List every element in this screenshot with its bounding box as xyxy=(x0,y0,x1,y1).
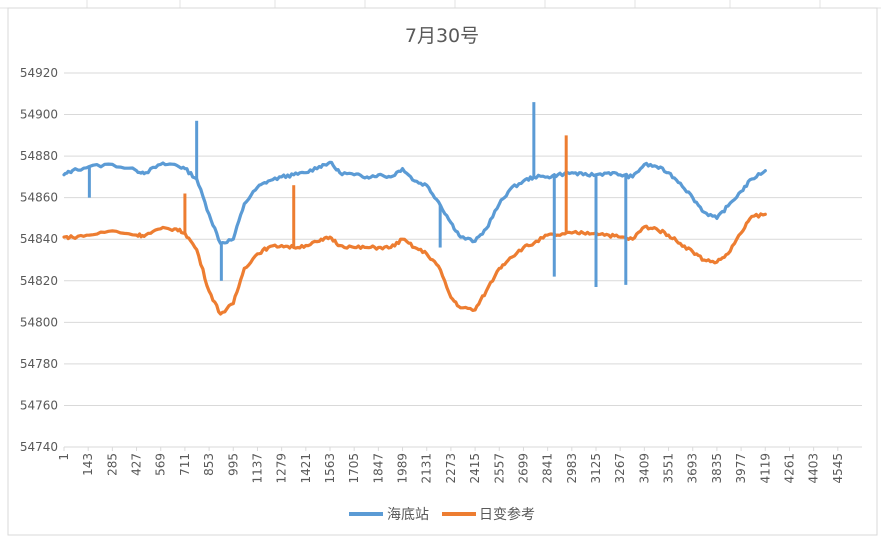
x-tick-label: 2131 xyxy=(420,453,434,484)
x-tick-label: 3551 xyxy=(662,453,676,484)
x-tick-label: 2983 xyxy=(565,453,579,484)
x-tick-label: 1563 xyxy=(323,453,337,484)
x-tick-label: 4261 xyxy=(782,453,796,484)
x-tick-label: 3693 xyxy=(686,453,700,484)
x-tick-label: 1137 xyxy=(250,453,264,484)
x-tick-label: 569 xyxy=(154,453,168,476)
x-tick-label: 4119 xyxy=(758,453,772,484)
x-tick-label: 2699 xyxy=(516,453,530,484)
x-tick-label: 1279 xyxy=(275,453,289,484)
chart-area-border xyxy=(7,7,878,536)
x-tick-label: 3267 xyxy=(613,453,627,484)
chart-title: 7月30号 xyxy=(405,25,479,47)
y-tick-label: 54900 xyxy=(20,108,58,122)
x-tick-label: 2273 xyxy=(444,453,458,484)
y-axis-labels: 54740 54760 54780 54800 54820 54840 54860 54880… xyxy=(20,66,58,454)
y-tick-label: 54760 xyxy=(20,398,58,412)
x-tick-label: 3835 xyxy=(710,453,724,484)
x-tick-label: 1705 xyxy=(347,453,361,484)
y-tick-label: 54840 xyxy=(20,232,58,246)
series-line-0 xyxy=(62,160,767,245)
y-tick-label: 54820 xyxy=(20,274,58,288)
x-tick-label: 853 xyxy=(202,453,216,476)
x-tick-label: 1 xyxy=(57,453,71,461)
y-tick-label: 54740 xyxy=(20,440,58,454)
x-tick-label: 285 xyxy=(105,453,119,476)
x-tick-label: 711 xyxy=(178,453,192,476)
x-tick-label: 3977 xyxy=(734,453,748,484)
y-tick-label: 54780 xyxy=(20,357,58,371)
y-tick-label: 54800 xyxy=(20,315,58,329)
x-tick-label: 2841 xyxy=(541,453,555,484)
x-tick-label: 4545 xyxy=(831,453,845,484)
series-line-1 xyxy=(62,212,767,316)
legend-label-series-0: 海底站 xyxy=(387,507,429,523)
x-tick-label: 995 xyxy=(226,453,240,476)
x-tick-label: 3409 xyxy=(637,453,651,484)
legend: 海底站 日变参考 xyxy=(349,506,535,523)
x-tick-label: 2557 xyxy=(492,453,506,484)
x-tick-label: 2415 xyxy=(468,453,482,484)
x-axis-labels: 1 143 285 427 569 711 853 995 1137 1279 1421 1563 17… xyxy=(57,453,845,484)
legend-label-series-1: 日变参考 xyxy=(479,506,535,523)
x-tick-label: 1847 xyxy=(371,453,385,484)
x-tick-label: 3125 xyxy=(589,453,603,484)
x-tick-label: 143 xyxy=(81,453,95,476)
x-tick-label: 427 xyxy=(130,453,144,476)
x-tick-label: 4403 xyxy=(807,453,821,484)
y-tick-label: 54920 xyxy=(20,66,58,80)
x-tick-label: 1421 xyxy=(299,453,313,484)
plot-lines xyxy=(62,102,767,316)
x-tick-label: 1989 xyxy=(396,453,410,484)
y-tick-label: 54860 xyxy=(20,191,58,205)
y-tick-label: 54880 xyxy=(20,149,58,163)
